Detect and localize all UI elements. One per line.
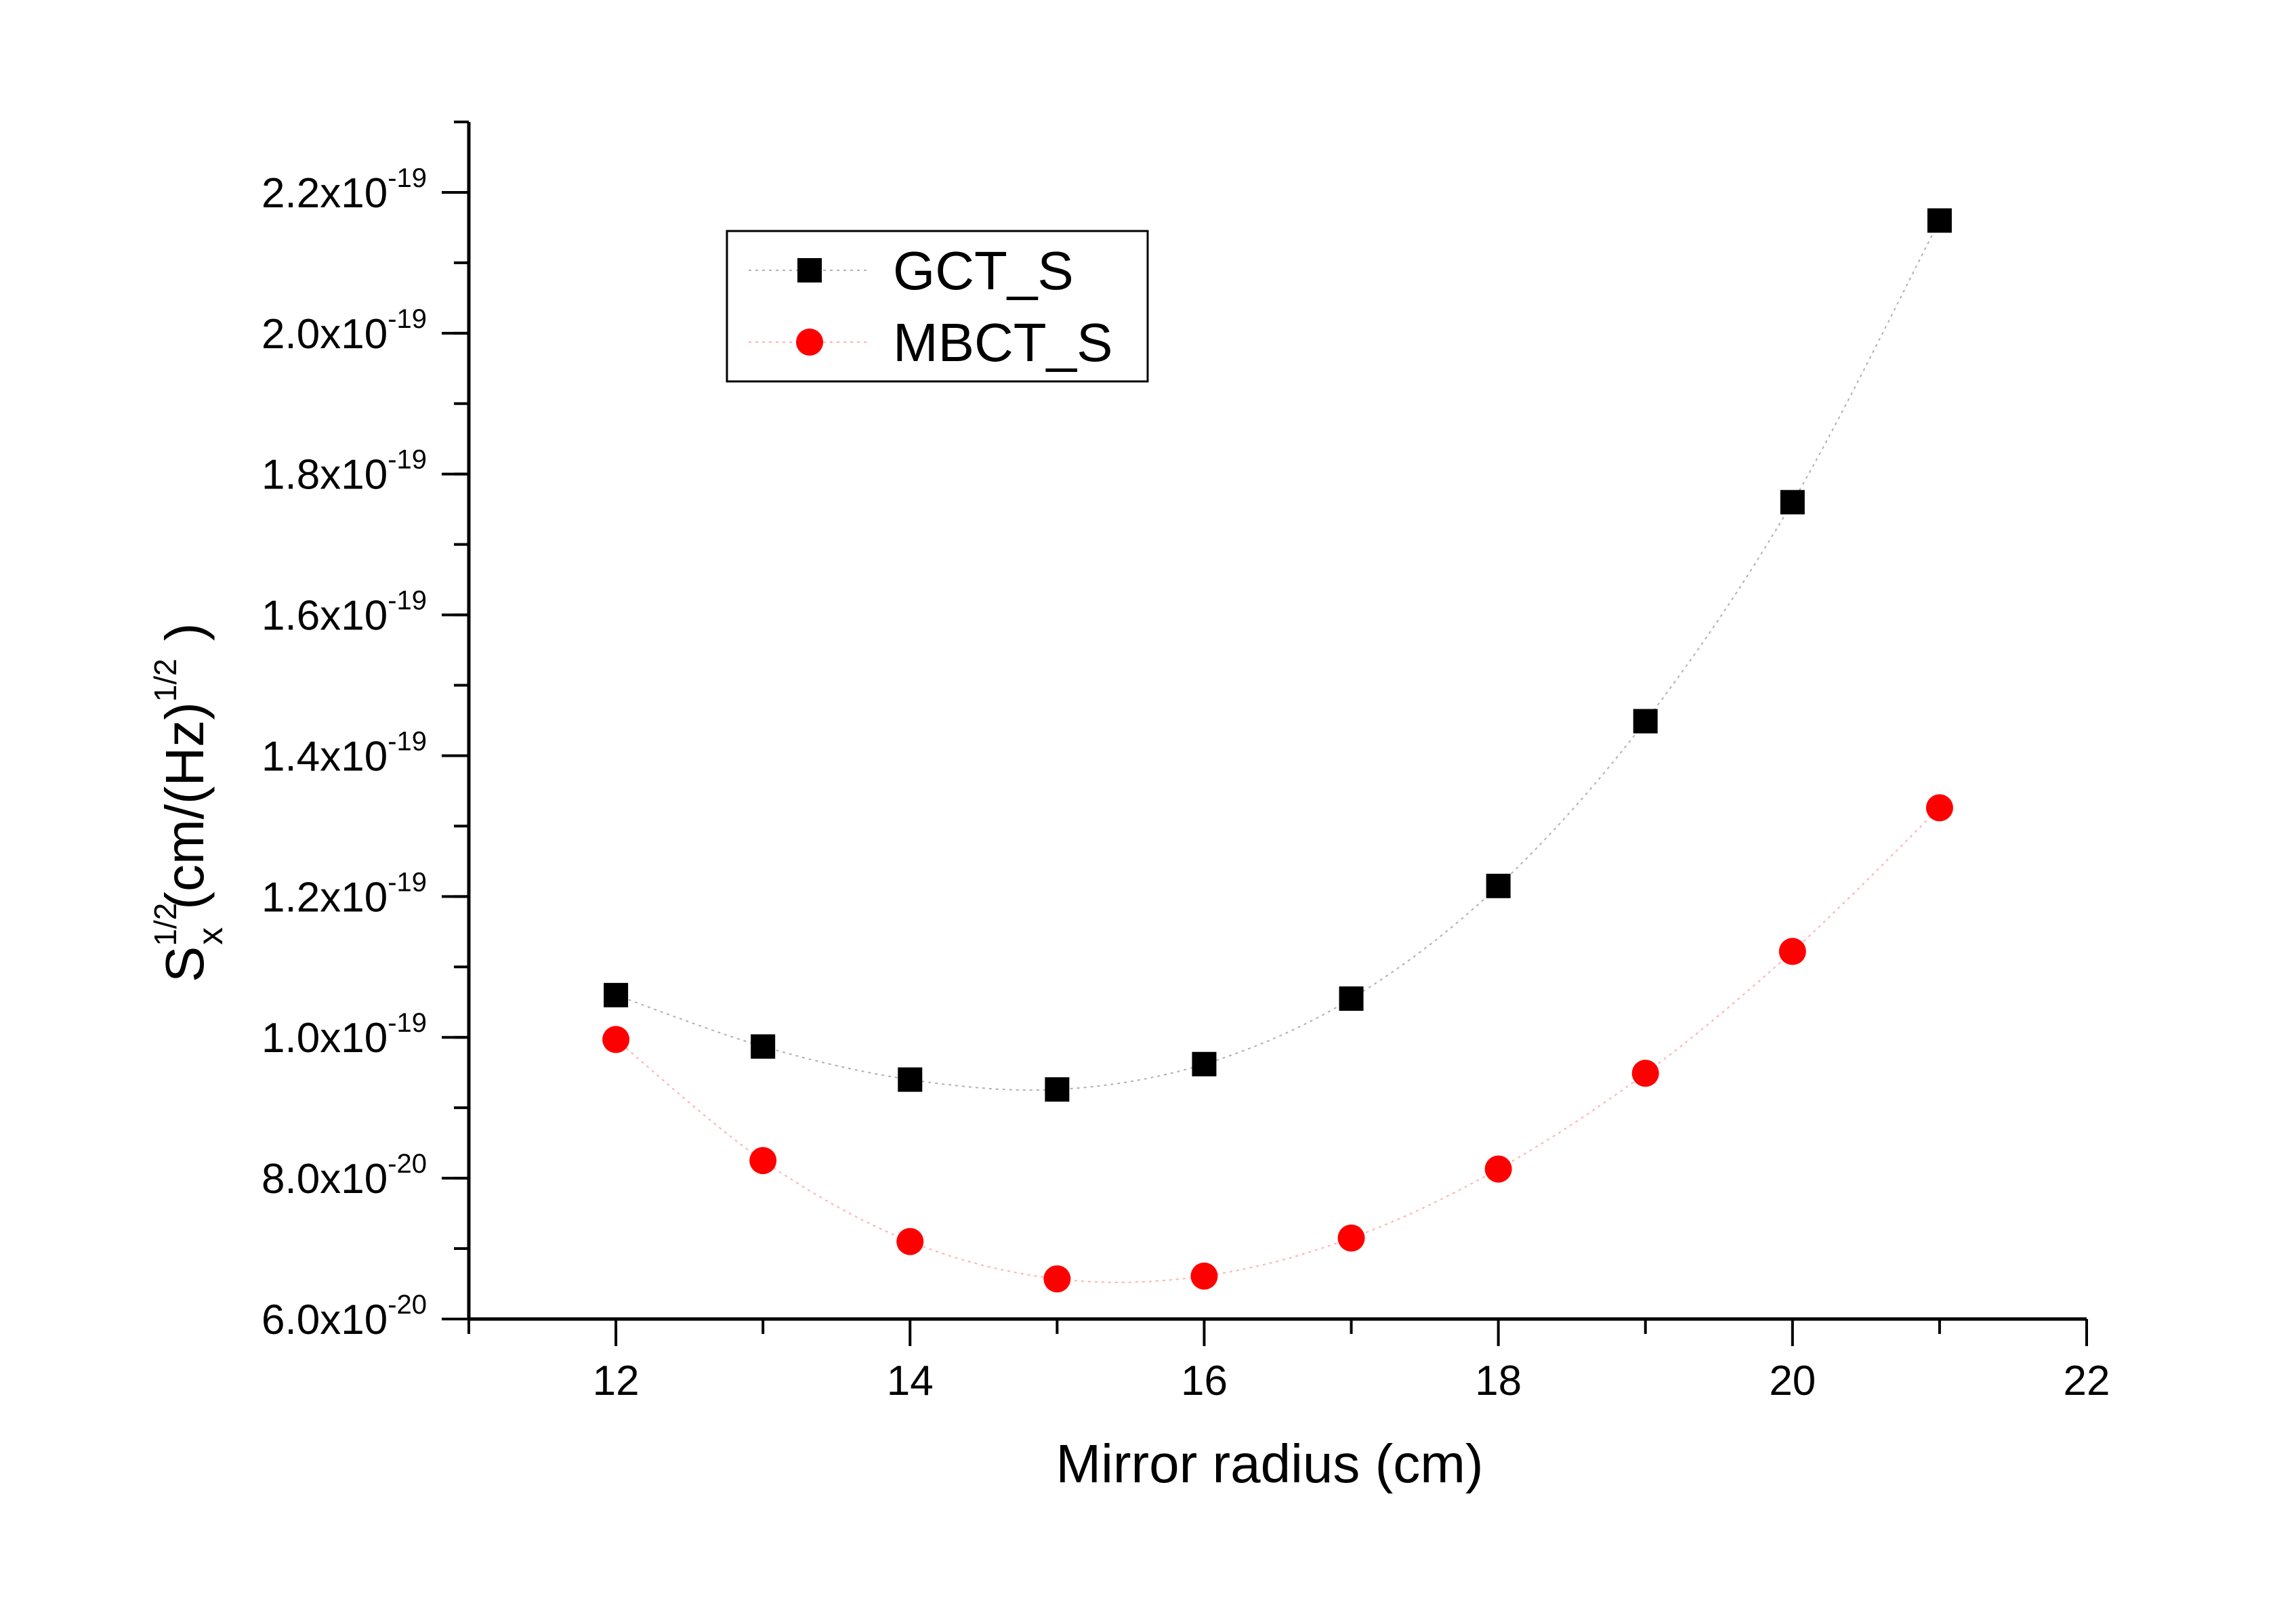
y-tick-label: 1.4x10-19 [262, 726, 427, 780]
y-tick-mantissa: 1.0x10 [262, 1015, 388, 1062]
data-point-square [898, 1067, 923, 1092]
series-lines [615, 220, 1940, 1283]
x-axis-ticks: 12 14 16 18 20 22 [467, 1319, 2110, 1404]
y-tick-mantissa: 6.0x10 [262, 1297, 388, 1343]
y-axis-title-sub: x [191, 927, 230, 945]
x-tick-label: 18 [1475, 1358, 1522, 1404]
legend: GCT_S MBCT_S [726, 230, 1149, 383]
y-tick-exponent: -20 [388, 1149, 427, 1179]
y-tick-exponent: -19 [388, 726, 427, 756]
y-tick-label: 2.0x10-19 [262, 304, 427, 358]
y-axis-title-unit: (cm/(Hz) [154, 702, 215, 910]
y-axis-title-unit-close: ) [154, 623, 215, 642]
y-tick-label: 1.6x10-19 [262, 586, 427, 640]
legend-marker-mbct [796, 329, 823, 356]
y-tick-mantissa: 1.8x10 [262, 452, 388, 499]
data-point-circle [1631, 1060, 1659, 1087]
y-tick-exponent: -19 [388, 163, 427, 193]
x-tick-label: 20 [1769, 1358, 1816, 1404]
legend-box [726, 230, 1149, 383]
x-tick-label: 12 [593, 1358, 640, 1404]
y-tick-label: 1.0x10-19 [262, 1008, 427, 1062]
data-point-circle [1043, 1265, 1071, 1293]
data-point-circle [1778, 938, 1806, 965]
data-point-square [1486, 873, 1511, 898]
data-point-square [1780, 490, 1805, 515]
data-point-square [1192, 1051, 1217, 1076]
y-tick-label: 8.0x10-20 [262, 1149, 427, 1202]
x-tick-label: 22 [2064, 1358, 2110, 1404]
y-tick-exponent: -19 [388, 445, 427, 475]
y-tick-exponent: -19 [388, 867, 427, 897]
legend-label-gct: GCT_S [893, 240, 1074, 301]
y-tick-label: 2.2x10-19 [262, 163, 427, 217]
data-point-square [1339, 986, 1364, 1011]
data-point-circle [602, 1026, 630, 1053]
data-point-square [1045, 1077, 1070, 1102]
data-point-circle [1190, 1262, 1218, 1290]
data-point-circle [1484, 1155, 1512, 1183]
data-point-circle [896, 1228, 924, 1255]
y-tick-mantissa: 8.0x10 [262, 1156, 388, 1202]
x-tick-label: 16 [1181, 1358, 1228, 1404]
y-tick-exponent: -19 [388, 586, 427, 616]
y-axis-title: S1/2 x(cm/(Hz)1/2) [148, 623, 230, 982]
y-tick-label: 6.0x10-20 [262, 1290, 427, 1343]
legend-label-mbct: MBCT_S [893, 312, 1113, 373]
data-point-square [604, 982, 629, 1007]
y-tick-exponent: -19 [388, 1008, 427, 1038]
x-tick-label: 14 [887, 1358, 934, 1404]
y-tick-exponent: -19 [388, 304, 427, 334]
data-point-circle [749, 1147, 777, 1175]
y-axis-title-base: S [154, 946, 215, 982]
data-point-square [751, 1034, 776, 1059]
y-tick-mantissa: 1.4x10 [262, 733, 388, 780]
legend-marker-gct [797, 258, 822, 283]
y-tick-label: 1.8x10-19 [262, 445, 427, 499]
x-axis-title: Mirror radius (cm) [1056, 1434, 1483, 1494]
y-axis-ticks: 6.0x10-208.0x10-201.0x10-191.2x10-191.4x… [262, 121, 469, 1343]
y-tick-label: 1.2x10-19 [262, 867, 427, 921]
y-tick-mantissa: 1.6x10 [262, 593, 388, 640]
y-tick-mantissa: 1.2x10 [262, 874, 388, 921]
y-tick-mantissa: 2.0x10 [262, 311, 388, 358]
data-point-circle [1925, 794, 1953, 822]
data-point-square [1633, 709, 1658, 734]
y-axis-title-unit-sup: 1/2 [148, 658, 183, 702]
y-axis-title-sup: 1/2 [148, 903, 183, 946]
axes [467, 122, 2087, 1321]
data-point-square [1927, 208, 1952, 233]
y-tick-mantissa: 2.2x10 [262, 170, 388, 217]
y-tick-exponent: -20 [388, 1290, 427, 1320]
data-point-circle [1337, 1224, 1365, 1252]
data-points [602, 208, 1953, 1293]
series-line-mbct_s [615, 807, 1940, 1283]
